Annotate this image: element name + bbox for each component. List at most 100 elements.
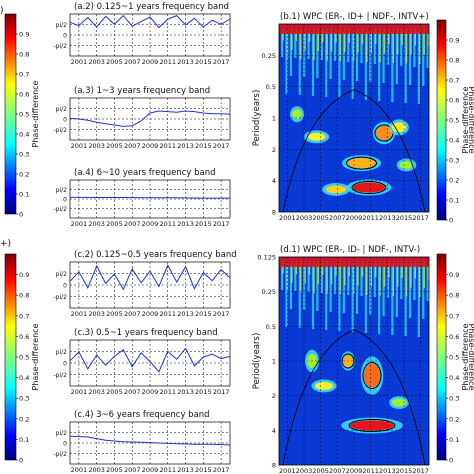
- heatmap-streak: [391, 265, 394, 335]
- colorbar-scale: [436, 253, 447, 461]
- heatmap-streak: [423, 28, 425, 55]
- y-tick-label: 2: [272, 146, 276, 154]
- heatmap-streak: [373, 32, 376, 64]
- x-tick-label: 2009: [142, 388, 159, 396]
- x-tick-label: 2005: [106, 310, 123, 318]
- y-tick-label: pi/2: [56, 430, 67, 437]
- x-tick-label: 2011: [160, 466, 177, 474]
- heatmap-streak: [339, 261, 342, 294]
- heatmap-streak: [374, 261, 377, 277]
- x-tick-label: 2013: [177, 58, 194, 66]
- significance-contour: [362, 362, 382, 390]
- y-tick-label: pi/2: [56, 22, 67, 29]
- heatmap-blob: [399, 161, 414, 169]
- heatmap-streak: [325, 32, 328, 97]
- colorbar-scale: [4, 253, 17, 461]
- heatmap-streak: [304, 28, 306, 51]
- colorbar-tick-label: 0.6: [449, 333, 459, 341]
- heatmap-blob: [315, 381, 333, 390]
- colorbar-tick-label: 0.1: [449, 436, 459, 444]
- heatmap-streak: [357, 28, 359, 53]
- y-tick-label: 0: [63, 361, 67, 368]
- heatmap-streak: [408, 32, 412, 85]
- heatmap-streak: [320, 32, 323, 60]
- heatmap-blob: [353, 182, 385, 193]
- x-tick-label: 2017: [213, 466, 230, 474]
- x-tick-label: 2001: [71, 388, 88, 396]
- x-tick-label: 2007: [124, 388, 141, 396]
- heatmap-streak: [379, 28, 381, 63]
- colorbar-tick-label: 0.6: [19, 333, 29, 341]
- heatmap-streak: [366, 261, 368, 295]
- heatmap-streak: [408, 265, 412, 318]
- panel-c3: (c.3) 0.5~1 years frequency band 2001 2003…: [54, 328, 231, 396]
- x-tick-label: 2001: [71, 142, 88, 150]
- heatmap-streak: [414, 261, 417, 279]
- heatmap-streak: [348, 261, 350, 276]
- colorbar-tick-label: 0.8: [449, 292, 459, 300]
- colorbar-tick-label: 0.4: [449, 137, 459, 145]
- heatmap-streak: [370, 28, 373, 53]
- heatmap-streak: [351, 32, 354, 99]
- y-tick-label: -pi/2: [54, 294, 68, 301]
- x-tick-label: 2003: [88, 466, 105, 474]
- panel-title: (a.4) 6~10 years frequency band: [74, 168, 216, 178]
- heatmap-d1: (d.1) WPC (ER-, ID- | NDF-, INTV-)2001 20…: [252, 245, 430, 474]
- cut-label-mid: +): [0, 239, 11, 249]
- x-tick-label: 2017: [213, 142, 230, 150]
- heatmap-streak: [326, 28, 328, 61]
- colorbar-tick-label: 0.7: [449, 77, 459, 85]
- heatmap-streak: [413, 32, 416, 67]
- x-tick-label: 2007: [124, 58, 141, 66]
- x-tick-label: 2005: [106, 58, 123, 66]
- heatmap-title: (b.1) WPC (ER-, ID+ | NDF-, INTV+): [280, 12, 429, 22]
- x-tick-label: 2003: [296, 467, 313, 474]
- x-tick-label: 2013: [177, 142, 194, 150]
- heatmap-streak: [281, 265, 284, 290]
- heatmap-blob: [350, 420, 394, 431]
- x-tick-label: 2011: [160, 58, 177, 66]
- x-tick-label: 2013: [177, 466, 194, 474]
- x-tick-label: 2005: [106, 220, 123, 228]
- y-tick-label: 0: [63, 197, 67, 204]
- x-tick-label: 2011: [160, 310, 177, 318]
- heatmap-streak: [294, 32, 297, 58]
- colorbar-tick-label: 0.1: [19, 436, 29, 444]
- y-tick-label: 2: [272, 392, 276, 400]
- heatmap-blob: [392, 122, 406, 133]
- heatmap-streak: [311, 32, 315, 96]
- x-tick-label: 2003: [88, 388, 105, 396]
- heatmap-streak: [304, 261, 306, 284]
- panel-title: (a.2) 0.125~1 years frequency band: [74, 2, 229, 12]
- heatmap-streak: [291, 261, 293, 283]
- colorbar-tick-label: 0.8: [19, 292, 29, 300]
- heatmap-streak: [422, 32, 425, 86]
- x-tick-label: 2009: [346, 214, 363, 222]
- x-tick-label: 2011: [160, 142, 177, 150]
- heatmap-streak: [422, 265, 425, 319]
- heatmap-streak: [298, 32, 301, 95]
- heatmap-streak: [342, 32, 345, 80]
- colorbar-tick-label: 0.2: [449, 177, 459, 185]
- heatmap-streak: [374, 28, 377, 44]
- y-tick-label: 0.5: [266, 83, 276, 91]
- y-tick-label: -pi/2: [54, 43, 68, 50]
- panel-title: (c.2) 0.125~0.5 years frequency band: [74, 250, 237, 260]
- heatmap-streak: [410, 261, 412, 288]
- x-tick-label: 2009: [142, 220, 159, 228]
- x-tick-label: 2005: [106, 142, 123, 150]
- heatmap-streak: [338, 32, 341, 98]
- x-tick-label: 2015: [195, 220, 212, 228]
- x-tick-label: 2011: [160, 220, 177, 228]
- heatmap-streak: [330, 261, 333, 285]
- heatmap-streak: [392, 261, 395, 296]
- heatmap-streak: [404, 265, 407, 336]
- colorbar-tick-label: 0.9: [19, 31, 29, 39]
- heatmap-streak: [360, 265, 363, 296]
- heatmap-title: (d.1) WPC (ER-, ID- | NDF-, INTV-): [280, 245, 420, 255]
- x-tick-label: 2001: [71, 466, 88, 474]
- heatmap-streak: [342, 265, 345, 313]
- x-tick-label: 2007: [124, 466, 141, 474]
